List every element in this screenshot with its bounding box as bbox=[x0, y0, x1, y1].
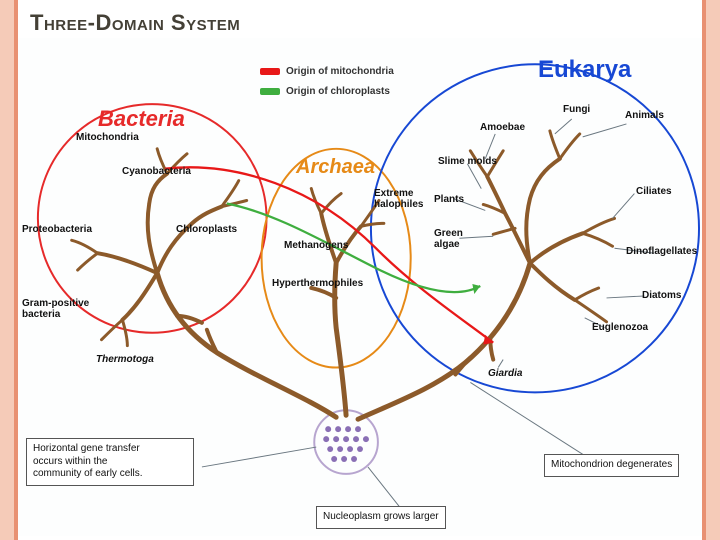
box-nucleoplasm: Nucleoplasm grows larger bbox=[316, 506, 446, 529]
label-euglenozoa: Euglenozoa bbox=[592, 322, 648, 333]
legend-chloro: Origin of chloroplasts bbox=[260, 86, 390, 97]
box-hgt: Horizontal gene transfer occurs within t… bbox=[26, 438, 194, 486]
legend-swatch-green bbox=[260, 88, 280, 95]
label-green-algae: Green algae bbox=[434, 228, 463, 250]
label-fungi: Fungi bbox=[563, 104, 590, 115]
domain-eukarya-label: Eukarya bbox=[538, 56, 631, 84]
label-plants: Plants bbox=[434, 194, 464, 205]
label-chloroplasts: Chloroplasts bbox=[176, 224, 237, 235]
label-diatoms: Diatoms bbox=[642, 290, 681, 301]
label-ciliates: Ciliates bbox=[636, 186, 672, 197]
label-mitochondria: Mitochondria bbox=[76, 132, 139, 143]
legend-mito: Origin of mitochondria bbox=[260, 66, 394, 77]
label-dinoflagellates: Dinoflagellates bbox=[626, 246, 697, 257]
legend-swatch-red bbox=[260, 68, 280, 75]
domain-bacteria-label: Bacteria bbox=[98, 106, 185, 132]
label-methanogens: Methanogens bbox=[284, 240, 348, 251]
label-extreme-halophiles: Extreme halophiles bbox=[374, 188, 423, 210]
label-giardia: Giardia bbox=[488, 368, 522, 379]
legend-mito-text: Origin of mitochondria bbox=[286, 66, 394, 77]
label-slime-molds: Slime molds bbox=[438, 156, 497, 167]
label-animals: Animals bbox=[625, 110, 664, 121]
label-hyperthermophiles: Hyperthermophiles bbox=[272, 278, 363, 289]
domain-archaea-label: Archaea bbox=[296, 156, 375, 179]
label-gram-positive: Gram-positive bacteria bbox=[22, 298, 89, 320]
label-thermotoga: Thermotoga bbox=[96, 354, 154, 365]
label-amoebae: Amoebae bbox=[480, 122, 525, 133]
box-mito-deg: Mitochondrion degenerates bbox=[544, 454, 679, 477]
label-proteobacteria: Proteobacteria bbox=[22, 224, 92, 235]
label-cyanobacteria: Cyanobacteria bbox=[122, 166, 191, 177]
legend-chloro-text: Origin of chloroplasts bbox=[286, 86, 390, 97]
diagram-canvas: Bacteria Archaea Eukarya Origin of mitoc… bbox=[18, 38, 702, 536]
accent-right bbox=[702, 0, 706, 540]
slide-frame: Three-Domain System bbox=[0, 0, 720, 540]
